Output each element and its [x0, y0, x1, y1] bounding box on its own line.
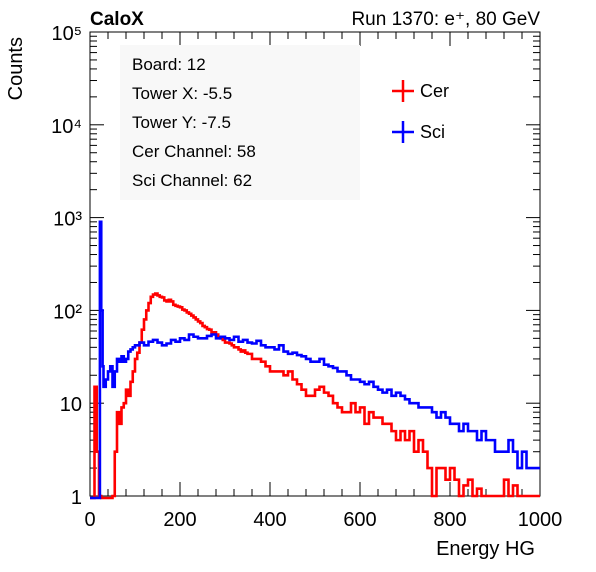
x-axis-label: Energy HG [436, 538, 535, 560]
info-box: Board: 12 Tower X: -5.5 Tower Y: -7.5 Ce… [120, 45, 360, 200]
legend-cer-label: Cer [420, 81, 449, 101]
y-tick-label: 1 [71, 487, 82, 509]
chart-title-left: CaloX [90, 9, 144, 30]
x-tick-label: 0 [84, 509, 95, 531]
x-tick-label: 1000 [518, 509, 563, 531]
chart-title-right: Run 1370: e⁺, 80 GeV [351, 9, 540, 30]
y-tick-label: 10 [60, 394, 82, 416]
info-cer-channel: Cer Channel: 58 [132, 142, 256, 161]
plot-frame [89, 31, 541, 497]
x-tick-label: 200 [163, 509, 196, 531]
x-tick-label: 800 [433, 509, 466, 531]
y-tick-label: 10³ [53, 209, 82, 231]
axes: 0 200 400 600 800 1000 1 10 10² 10³ 10⁴ 10⁵ [51, 23, 562, 531]
x-tick-label: 400 [253, 509, 286, 531]
info-tower-y: Tower Y: -7.5 [132, 113, 231, 132]
legend-cer-marker [392, 80, 414, 102]
legend: Cer Sci [392, 80, 449, 143]
info-sci-channel: Sci Channel: 62 [132, 171, 252, 190]
legend-sci-marker [392, 121, 414, 143]
y-tick-label: 10² [53, 301, 82, 323]
y-axis-label: Counts [5, 37, 27, 100]
series-layer [90, 220, 540, 500]
series-cer [90, 292, 540, 500]
legend-sci-label: Sci [420, 122, 445, 142]
series-sci [90, 220, 540, 500]
info-tower-x: Tower X: -5.5 [132, 84, 232, 103]
info-board: Board: 12 [132, 55, 206, 74]
y-tick-label: 10⁴ [51, 116, 82, 138]
info-box-bg [120, 45, 360, 200]
y-tick-label: 10⁵ [51, 23, 82, 45]
x-tick-label: 600 [343, 509, 376, 531]
